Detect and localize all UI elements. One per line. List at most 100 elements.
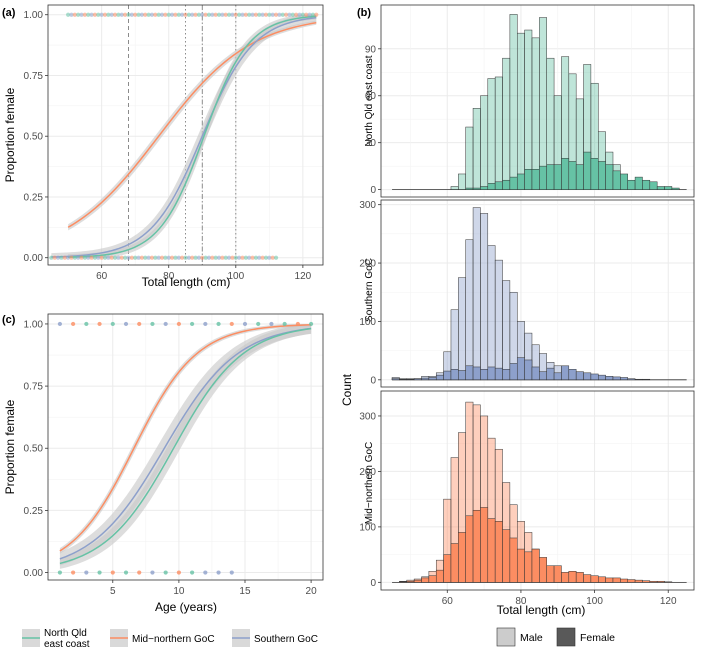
observation-point: [86, 255, 91, 260]
observation-point: [97, 570, 102, 575]
bar-female: [413, 579, 422, 583]
bar-female: [450, 543, 459, 583]
bar-female: [524, 551, 533, 583]
observation-point: [196, 12, 202, 17]
observation-point: [180, 12, 185, 17]
observation-point: [133, 255, 138, 260]
observation-point: [273, 255, 279, 260]
observation-point: [89, 255, 94, 260]
observation-point: [79, 255, 84, 260]
bar-male: [465, 239, 474, 381]
observation-point: [229, 321, 234, 327]
facet-mid-northern: Mid−northern GoC 0 100 200 300: [359, 390, 695, 591]
observation-point: [284, 12, 289, 17]
observation-point: [119, 255, 124, 260]
observation-point: [270, 255, 275, 260]
bar-female: [649, 580, 658, 583]
bar-female: [642, 580, 651, 583]
bar-female: [568, 571, 577, 583]
bar-female: [671, 187, 680, 190]
observation-point: [307, 12, 312, 17]
observation-point: [309, 321, 314, 327]
observation-point: [139, 255, 145, 260]
legend-label-north-qld-1: North Qld: [44, 628, 87, 639]
bar-female: [598, 576, 606, 583]
observation-point: [247, 255, 252, 260]
observation-point: [112, 255, 118, 260]
observation-point: [97, 321, 102, 327]
x-tick-label: 120: [660, 596, 677, 607]
bar-female: [516, 357, 525, 381]
bar-female: [487, 366, 496, 381]
observation-point: [216, 255, 222, 260]
bar-female: [553, 372, 562, 381]
facet-border: [380, 199, 695, 388]
observation-point: [270, 12, 275, 17]
y-tick-label: 200: [359, 259, 376, 270]
bar-female: [568, 369, 577, 381]
facet-title-southern: Southern GoC: [364, 258, 375, 322]
bar-female: [553, 164, 562, 190]
observation-point: [257, 12, 262, 17]
observation-point: [203, 321, 208, 327]
observation-point: [267, 255, 272, 260]
observation-point: [233, 255, 238, 260]
bar-female: [612, 577, 621, 583]
y-tick-label: 0.50: [24, 132, 44, 143]
observation-point: [203, 12, 208, 17]
observation-point: [230, 12, 235, 17]
observation-point: [257, 255, 262, 260]
bar-female: [575, 371, 584, 381]
observation-point: [210, 255, 215, 260]
observation-point: [213, 12, 218, 17]
bar-male: [494, 259, 503, 381]
y-tick-label: 200: [359, 467, 376, 478]
facet-border: [380, 4, 695, 198]
bar-female: [531, 548, 540, 583]
observation-point: [163, 255, 168, 260]
bar-female: [612, 170, 621, 190]
bar-female: [487, 518, 496, 583]
bar-female: [472, 366, 481, 381]
observation-point: [173, 12, 178, 17]
observation-point: [72, 12, 77, 17]
bar-female: [627, 579, 636, 583]
bar-female: [620, 578, 628, 583]
bar-male: [539, 17, 547, 190]
bar-female: [502, 529, 511, 583]
observation-point: [220, 255, 225, 260]
observation-point: [153, 12, 158, 17]
bar-female: [450, 369, 459, 381]
bar-female: [605, 376, 614, 381]
bar-female: [546, 164, 555, 190]
observation-point: [159, 12, 165, 17]
observation-point: [59, 255, 64, 260]
observation-point: [183, 255, 188, 260]
observation-point: [72, 255, 77, 260]
bar-female: [605, 164, 614, 190]
bar-male: [458, 173, 466, 190]
panel-c-age-proportion: (c) 0.00 0.25 0.50 0.75 1.00 5 10 15 20 Age (ye…: [2, 313, 324, 614]
observation-point: [186, 255, 191, 260]
bar-female: [480, 369, 489, 381]
observation-point: [190, 570, 195, 575]
panel-b-y-axis-title: Count: [340, 373, 354, 406]
observation-point: [304, 12, 309, 17]
bar-female: [421, 377, 430, 381]
panel-a-observations: [49, 12, 319, 260]
observation-point: [123, 12, 128, 17]
observation-point: [109, 12, 114, 17]
bar-female: [421, 577, 430, 583]
bar-female: [634, 579, 643, 583]
observation-point: [106, 12, 111, 17]
observation-point: [106, 255, 111, 260]
bar-female: [435, 569, 444, 583]
y-tick-label: 0: [370, 578, 376, 589]
bar-male: [494, 76, 503, 190]
observation-point: [84, 321, 89, 327]
bar-female: [480, 507, 489, 583]
facet-title-north-qld: North Qld east coast: [364, 55, 375, 146]
bar-female: [472, 509, 481, 583]
bar-female: [605, 577, 614, 583]
observation-point: [137, 570, 142, 575]
